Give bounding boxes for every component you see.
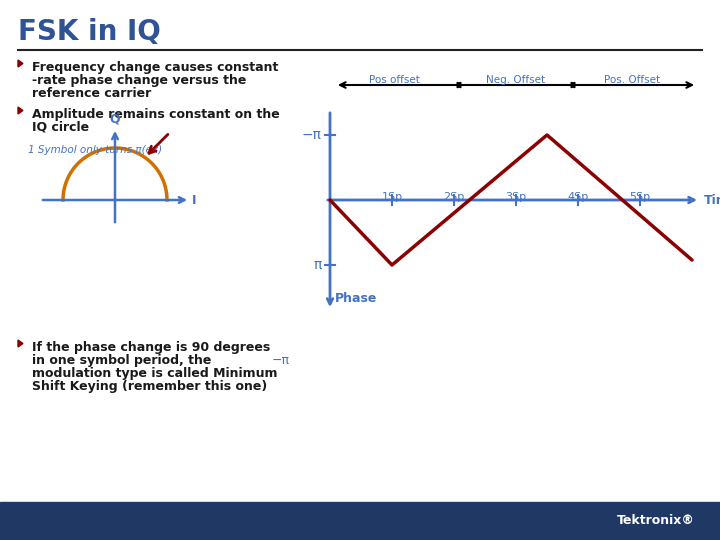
Text: modulation type is called Minimum: modulation type is called Minimum bbox=[32, 367, 277, 380]
Text: 2Sp: 2Sp bbox=[444, 192, 464, 202]
Text: Pos offset: Pos offset bbox=[369, 75, 420, 85]
Polygon shape bbox=[18, 107, 23, 114]
Text: Q: Q bbox=[109, 112, 120, 125]
Text: Tektronix®: Tektronix® bbox=[617, 515, 695, 528]
Text: 1 Symbol only turns π(ex): 1 Symbol only turns π(ex) bbox=[28, 145, 162, 155]
Text: −π: −π bbox=[302, 128, 322, 142]
Text: 1Sp: 1Sp bbox=[382, 192, 402, 202]
Text: I: I bbox=[192, 193, 197, 206]
Text: π: π bbox=[314, 258, 322, 272]
Text: FSK in IQ: FSK in IQ bbox=[18, 18, 161, 46]
Text: Shift Keying (remember this one): Shift Keying (remember this one) bbox=[32, 380, 267, 393]
Text: 3Sp: 3Sp bbox=[505, 192, 526, 202]
Text: IQ circle: IQ circle bbox=[32, 121, 89, 134]
Text: Time: Time bbox=[704, 193, 720, 206]
Text: Amplitude remains constant on the: Amplitude remains constant on the bbox=[32, 108, 280, 121]
Text: reference carrier: reference carrier bbox=[32, 87, 151, 100]
Text: in one symbol period, the: in one symbol period, the bbox=[32, 354, 212, 367]
Text: 4Sp: 4Sp bbox=[567, 192, 589, 202]
Polygon shape bbox=[18, 60, 23, 67]
Text: Frequency change causes constant: Frequency change causes constant bbox=[32, 61, 279, 74]
Text: Neg. Offset: Neg. Offset bbox=[487, 75, 546, 85]
Text: −π: −π bbox=[272, 354, 290, 367]
Bar bbox=[0, 502, 720, 540]
Text: -rate phase change versus the: -rate phase change versus the bbox=[32, 74, 246, 87]
Text: Phase: Phase bbox=[335, 292, 377, 305]
Polygon shape bbox=[18, 340, 23, 347]
Text: 5Sp: 5Sp bbox=[629, 192, 651, 202]
Text: Pos. Offset: Pos. Offset bbox=[604, 75, 660, 85]
Text: If the phase change is 90 degrees: If the phase change is 90 degrees bbox=[32, 341, 270, 354]
